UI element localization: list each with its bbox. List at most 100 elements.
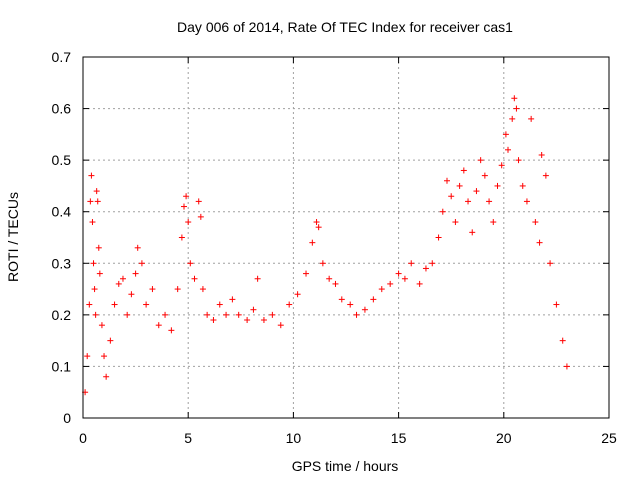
data-point (134, 244, 141, 251)
data-point (115, 280, 122, 287)
data-point (553, 301, 560, 308)
data-point (309, 239, 316, 246)
data-point (93, 188, 100, 195)
data-point (143, 301, 150, 308)
data-point (563, 363, 570, 370)
data-point (286, 301, 293, 308)
y-tick-label: 0.6 (52, 101, 72, 117)
data-points (82, 95, 570, 396)
data-point (191, 275, 198, 282)
data-point (235, 311, 242, 318)
plot-frame (82, 56, 610, 419)
x-tick-label: 10 (286, 430, 302, 446)
data-point (439, 208, 446, 215)
data-point (532, 219, 539, 226)
y-tick-label: 0.4 (52, 204, 72, 220)
data-point (187, 260, 194, 267)
data-point (84, 353, 91, 360)
data-point (155, 322, 162, 329)
data-point (401, 275, 408, 282)
data-point (185, 219, 192, 226)
data-point (502, 131, 509, 138)
data-point (254, 275, 261, 282)
data-point (469, 229, 476, 236)
data-point (443, 177, 450, 184)
data-point (210, 317, 217, 324)
data-point (94, 198, 101, 205)
data-point (103, 373, 110, 380)
data-point (260, 317, 267, 324)
data-point (197, 213, 204, 220)
data-point (111, 301, 118, 308)
data-point (195, 198, 202, 205)
data-point (199, 286, 206, 293)
data-point (303, 270, 310, 277)
y-tick-label: 0.3 (52, 255, 72, 271)
data-point (559, 337, 566, 344)
data-point (138, 260, 145, 267)
data-point (347, 301, 354, 308)
data-point (536, 239, 543, 246)
data-point (511, 95, 518, 102)
data-point (422, 265, 429, 272)
data-point (168, 327, 175, 334)
data-point (387, 280, 394, 287)
data-point (91, 286, 98, 293)
y-tick-label: 0.1 (52, 358, 72, 374)
data-point (95, 244, 102, 251)
data-point (547, 260, 554, 267)
data-point (460, 167, 467, 174)
axis-ticks: 0 5 10 15 20 25 0 0.1 0.2 0.3 0.4 0.5 0.6 0.7 (52, 49, 617, 446)
data-point (448, 193, 455, 200)
chart-title: Day 006 of 2014, Rate Of TEC Index for r… (177, 19, 513, 35)
data-point (408, 260, 415, 267)
data-point (477, 157, 484, 164)
data-point (174, 286, 181, 293)
data-point (86, 301, 93, 308)
data-point (319, 260, 326, 267)
data-point (523, 198, 530, 205)
x-tick-label: 25 (601, 430, 617, 446)
y-tick-label: 0.7 (52, 49, 72, 65)
data-point (486, 198, 493, 205)
data-point (505, 146, 512, 153)
data-point (87, 198, 94, 205)
data-point (338, 296, 345, 303)
data-point (353, 311, 360, 318)
y-axis-label: ROTI / TECUs (5, 192, 21, 282)
data-point (490, 219, 497, 226)
data-point (509, 115, 516, 122)
x-tick-label: 5 (184, 430, 192, 446)
data-point (128, 291, 135, 298)
data-point (456, 182, 463, 189)
data-point (124, 311, 131, 318)
data-point (229, 296, 236, 303)
data-point (435, 234, 442, 241)
x-tick-label: 0 (79, 430, 87, 446)
data-point (107, 337, 114, 344)
data-point (513, 105, 520, 112)
data-point (326, 275, 333, 282)
data-point (473, 188, 480, 195)
data-point (92, 311, 99, 318)
data-point (542, 172, 549, 179)
data-point (101, 353, 108, 360)
data-point (313, 219, 320, 226)
data-point (269, 311, 276, 318)
data-point (429, 260, 436, 267)
data-point (180, 203, 187, 210)
data-point (204, 311, 211, 318)
data-point (178, 234, 185, 241)
data-point (96, 270, 103, 277)
gridlines (83, 57, 609, 418)
data-point (315, 224, 322, 231)
x-tick-label: 20 (496, 430, 512, 446)
data-point (216, 301, 223, 308)
data-point (395, 270, 402, 277)
data-point (332, 280, 339, 287)
data-point (465, 198, 472, 205)
data-point (452, 219, 459, 226)
y-tick-label: 0.2 (52, 307, 72, 323)
data-point (370, 296, 377, 303)
